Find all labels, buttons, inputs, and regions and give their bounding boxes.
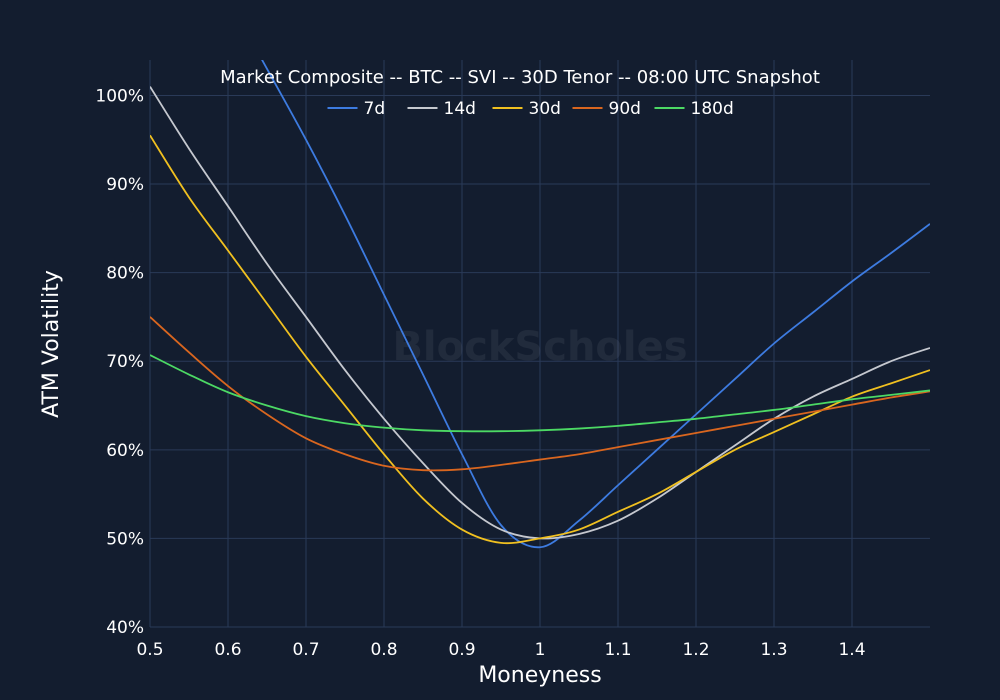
series-line-7d bbox=[261, 60, 930, 549]
y-tick-label: 60% bbox=[106, 441, 144, 461]
x-tick-label: 0.6 bbox=[214, 640, 241, 660]
legend-label: 30d bbox=[529, 99, 561, 119]
legend-item-7d[interactable]: 7d bbox=[327, 99, 386, 119]
x-tick-label: 1.4 bbox=[838, 640, 865, 660]
legend-label: 7d bbox=[364, 99, 386, 119]
x-tick-label: 0.8 bbox=[370, 640, 397, 660]
legend-item-180d[interactable]: 180d bbox=[654, 99, 734, 119]
y-tick-label: 100% bbox=[95, 86, 144, 106]
legend-label: 180d bbox=[691, 99, 734, 119]
x-tick-label: 1.1 bbox=[604, 640, 631, 660]
y-tick-label: 70% bbox=[106, 352, 144, 372]
legend-label: 14d bbox=[444, 99, 476, 119]
legend-item-30d[interactable]: 30d bbox=[492, 99, 561, 119]
y-tick-label: 50% bbox=[106, 529, 144, 549]
series-line-14d bbox=[150, 86, 930, 540]
y-tick-label: 80% bbox=[106, 264, 144, 284]
y-axis-title: ATM Volatility bbox=[39, 270, 64, 418]
legend[interactable]: 7d 14d 30d 90d 180d bbox=[327, 99, 734, 119]
tick-labels: 0.5 0.6 0.7 0.8 0.9 1 1.1 1.2 1.3 1.4 40% 50% 60% 70%… bbox=[95, 86, 865, 660]
x-tick-label: 1 bbox=[535, 640, 546, 660]
y-tick-label: 90% bbox=[106, 175, 144, 195]
x-axis-title: Moneyness bbox=[478, 663, 601, 688]
legend-item-14d[interactable]: 14d bbox=[407, 99, 476, 119]
legend-item-90d[interactable]: 90d bbox=[572, 99, 641, 119]
x-tick-label: 0.7 bbox=[292, 640, 319, 660]
series-lines bbox=[150, 60, 930, 549]
x-tick-label: 0.5 bbox=[136, 640, 163, 660]
legend-label: 90d bbox=[609, 99, 641, 119]
x-tick-label: 0.9 bbox=[448, 640, 475, 660]
x-tick-label: 1.3 bbox=[760, 640, 787, 660]
series-line-90d bbox=[150, 316, 930, 472]
series-line-30d bbox=[150, 134, 930, 545]
series-line-180d bbox=[150, 354, 930, 433]
y-tick-label: 40% bbox=[106, 618, 144, 638]
grid bbox=[149, 60, 930, 628]
watermark: BlockScholes bbox=[392, 324, 687, 370]
chart-title: Market Composite -- BTC -- SVI -- 30D Te… bbox=[220, 67, 820, 88]
x-tick-label: 1.2 bbox=[682, 640, 709, 660]
